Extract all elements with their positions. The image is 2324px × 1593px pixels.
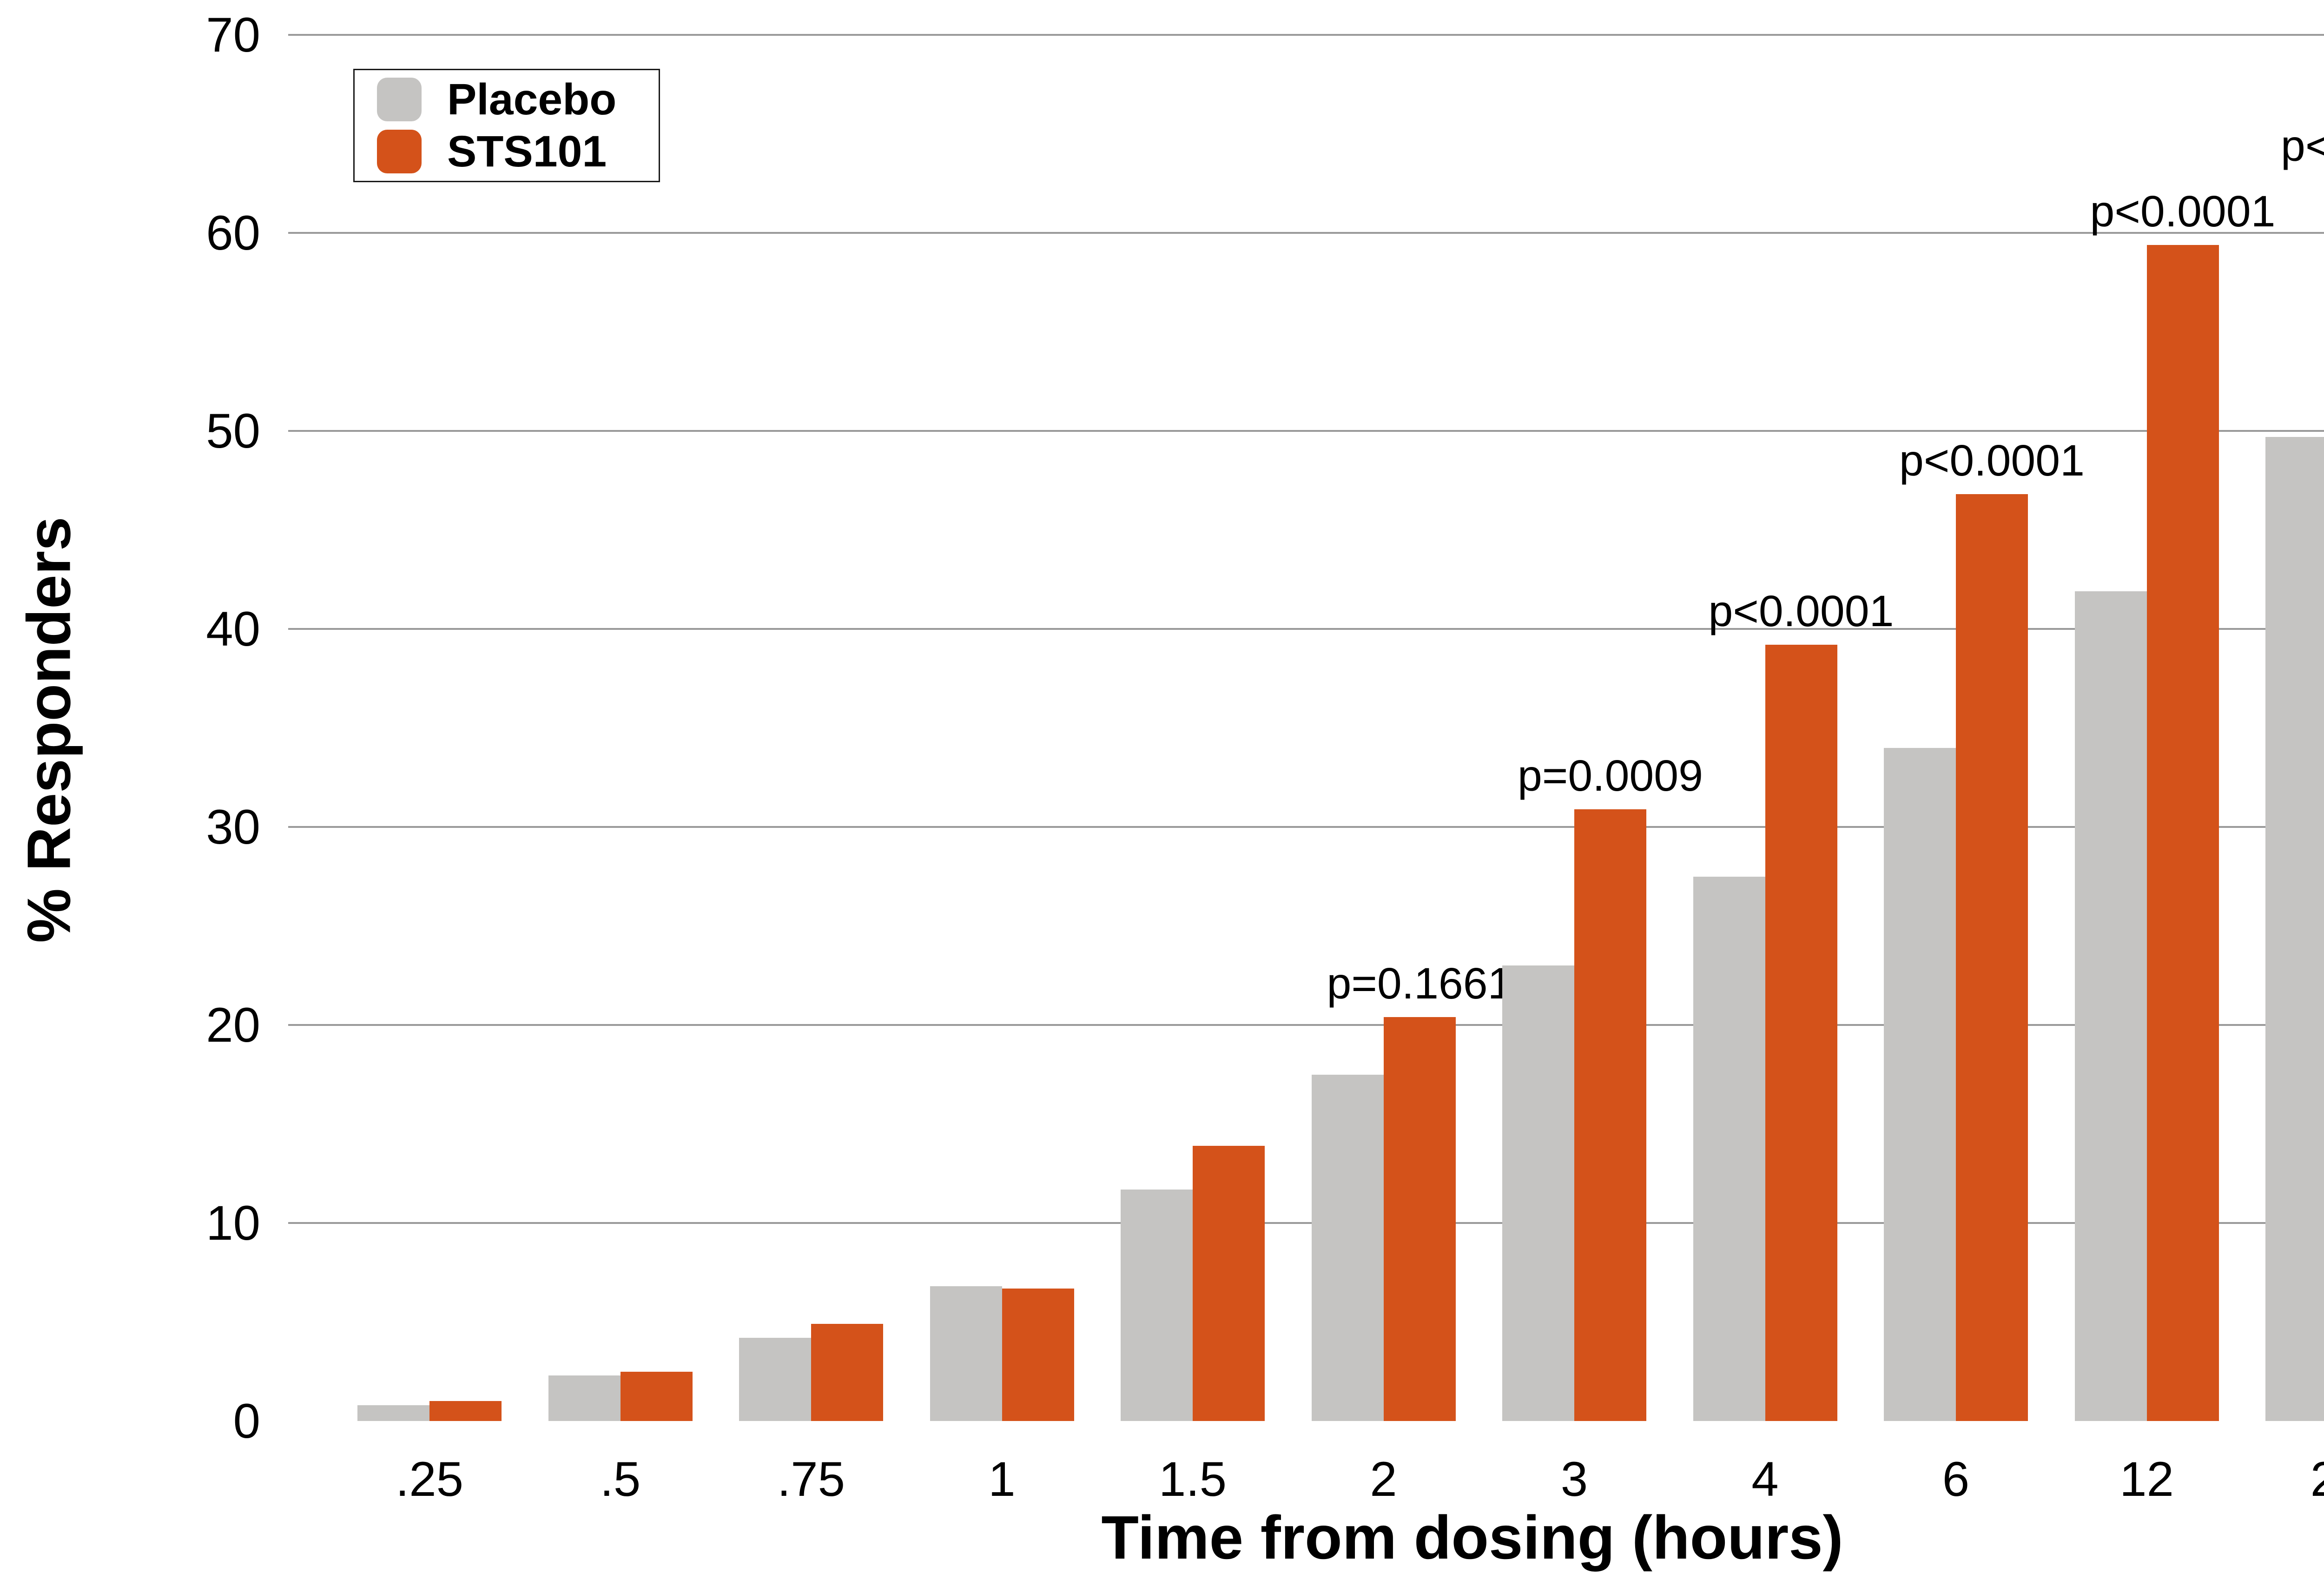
- p-value-label-12: p<0.0001: [2090, 186, 2276, 236]
- bar-sts101-4: [1765, 645, 1837, 1421]
- legend-label-sts101: STS101: [447, 127, 607, 177]
- y-tick-label-30: 30: [206, 800, 260, 854]
- gridline-60: [288, 232, 2324, 234]
- x-tick-label-75: .75: [777, 1452, 845, 1507]
- bar-placebo-15: [1121, 1189, 1193, 1421]
- p-value-label-4: p<0.0001: [1708, 587, 1894, 636]
- y-tick-label-10: 10: [206, 1196, 260, 1250]
- x-tick-label-3: 3: [1560, 1452, 1588, 1507]
- x-tick-label-4: 4: [1751, 1452, 1779, 1507]
- bar-placebo-25: [357, 1405, 429, 1421]
- bar-sts101-25: [429, 1401, 502, 1421]
- plot-area: p=0.1661 p=0.0009 p<0.0001 p<0.0001 p<0.0001…: [288, 34, 2324, 1421]
- bar-sts101-12: [2146, 245, 2219, 1421]
- y-tick-label-0: 0: [233, 1394, 260, 1448]
- legend-label-placebo: Placebo: [447, 74, 617, 124]
- gridline-50: [288, 430, 2324, 432]
- x-tick-label-25: .25: [396, 1452, 463, 1507]
- bar-sts101-6: [1956, 494, 2028, 1421]
- y-tick-label-70: 70: [206, 8, 260, 62]
- x-tick-label-6: 6: [1942, 1452, 1970, 1507]
- x-axis-title: Time from dosing (hours): [1101, 1503, 1843, 1572]
- x-tick-label-12: 12: [2119, 1452, 2174, 1507]
- legend-item-sts101: STS101: [377, 128, 659, 175]
- y-tick-label-50: 50: [206, 404, 260, 458]
- legend-item-placebo: Placebo: [377, 76, 659, 123]
- gridline-70: [288, 34, 2324, 36]
- legend-swatch-placebo: [377, 77, 422, 121]
- bar-placebo-5: [548, 1375, 621, 1421]
- gridline-10: [288, 1222, 2324, 1224]
- x-tick-label-1: 1: [988, 1452, 1016, 1507]
- y-tick-label-20: 20: [206, 998, 260, 1052]
- bar-sts101-3: [1574, 809, 1646, 1421]
- y-tick-label-60: 60: [206, 206, 260, 260]
- bar-placebo-4: [1693, 876, 1765, 1421]
- p-value-label-2: p=0.1661: [1327, 958, 1512, 1008]
- bar-placebo-3: [1502, 965, 1574, 1421]
- gridline-30: [288, 826, 2324, 828]
- bar-placebo-6: [1884, 747, 1956, 1421]
- x-tick-label-24: 24: [2310, 1452, 2324, 1507]
- bar-sts101-5: [620, 1371, 693, 1421]
- bar-sts101-2: [1383, 1017, 1456, 1421]
- bar-placebo-2: [1311, 1074, 1384, 1421]
- bar-sts101-75: [811, 1324, 883, 1421]
- x-tick-label-2: 2: [1370, 1452, 1397, 1507]
- p-value-label-6: p<0.0001: [1899, 436, 2085, 486]
- bar-placebo-75: [739, 1338, 811, 1421]
- gridline-20: [288, 1024, 2324, 1026]
- legend-swatch-sts101: [377, 130, 422, 174]
- bar-sts101-1: [1002, 1288, 1074, 1421]
- y-axis-title: % Responders: [14, 516, 83, 943]
- bar-placebo-24: [2265, 436, 2324, 1421]
- p-value-label-3: p=0.0009: [1518, 751, 1703, 800]
- x-tick-label-15: 1.5: [1159, 1452, 1227, 1507]
- legend: Placebo STS101: [353, 69, 660, 182]
- y-tick-label-40: 40: [206, 602, 260, 656]
- x-tick-label-5: .5: [600, 1452, 641, 1507]
- bar-sts101-15: [1193, 1145, 1265, 1421]
- p-value-label-24: p<0.0001: [2281, 121, 2324, 171]
- bar-placebo-1: [930, 1286, 1002, 1421]
- gridline-40: [288, 628, 2324, 630]
- bar-placebo-12: [2074, 591, 2147, 1421]
